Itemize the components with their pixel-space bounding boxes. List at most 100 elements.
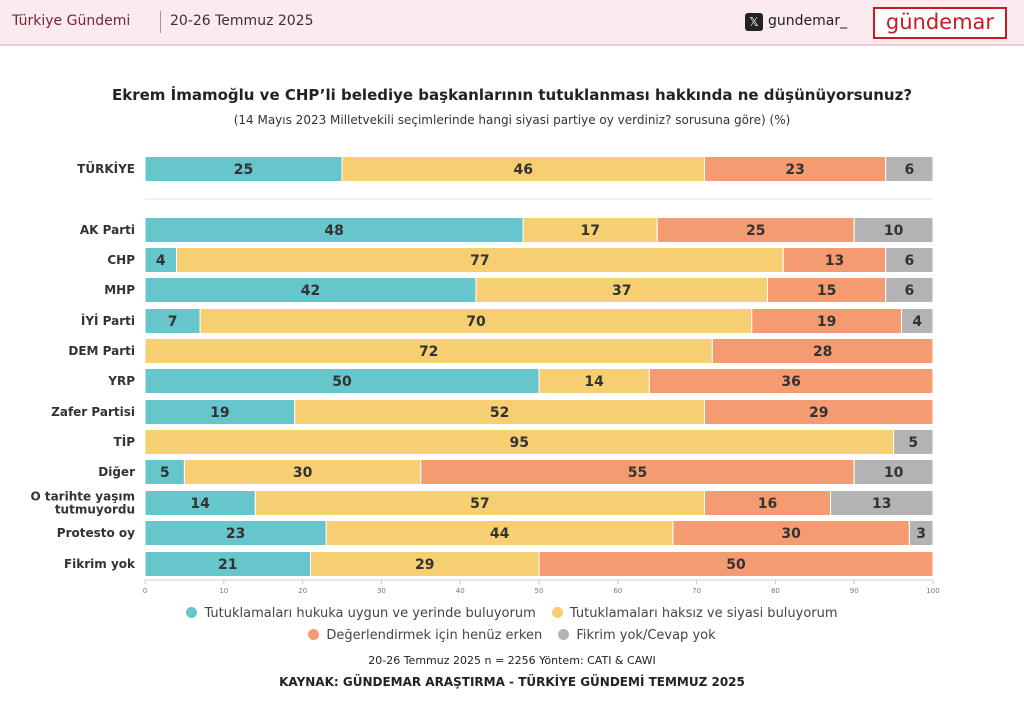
legend-label: Fikrim yok/Cevap yok [576,628,716,643]
bar-segment [703,399,934,425]
data-label: 10 [884,465,904,481]
bar-segment [656,217,855,243]
data-label: 13 [825,253,844,269]
data-label: 55 [628,465,647,481]
x-tick-label: 80 [771,587,780,595]
data-label: 29 [809,405,828,421]
data-label: 70 [466,314,486,330]
data-label: 4 [156,253,166,269]
data-label: 7 [168,314,178,330]
bar-segment [751,308,902,334]
legend-row-1: Tutuklamaları hukuka uygun ve yerinde bu… [0,606,1024,621]
data-label: 23 [785,162,804,178]
bar-segment [144,399,296,425]
bar-segment [309,551,540,577]
bar-segment [144,247,178,273]
legend-dot-icon [558,629,570,640]
chart-subtitle: (14 Mayıs 2023 Milletvekili seçimlerinde… [233,113,791,127]
bar-segment [144,520,327,546]
data-label: 57 [470,496,489,512]
bar-segment [144,217,524,243]
category-label: Diğer [98,465,135,479]
data-label: 6 [904,253,914,269]
bar-segment [900,308,934,334]
data-label: 48 [324,223,343,239]
category-label: TÜRKİYE [77,161,135,176]
bar-segment [144,277,477,303]
category-label: AK Parti [80,223,135,237]
x-tick-label: 60 [613,587,622,595]
data-label: 77 [470,253,489,269]
data-label: 19 [817,314,836,330]
bar-segment [893,429,934,455]
bar-segment [853,217,934,243]
bar-segment [144,551,311,577]
chart-title: Ekrem İmamoğlu ve CHP’li belediye başkan… [111,86,913,104]
category-label: tutmuyordu [55,503,135,517]
data-label: 50 [332,374,352,390]
bar-segment [672,520,910,546]
bar-segment [144,490,256,516]
bar-segment [538,368,650,394]
social-handle[interactable]: gundemar_ [768,13,848,29]
data-label: 30 [781,526,801,542]
x-tick-label: 10 [219,587,228,595]
legend-item: Fikrim yok/Cevap yok [558,628,716,643]
data-label: 3 [916,526,926,542]
date-range: 20-26 Temmuz 2025 [170,13,314,29]
data-label: 37 [612,283,631,299]
data-label: 19 [210,405,229,421]
bar-segment [183,459,422,485]
brand-label: Türkiye Gündemi [12,13,131,29]
x-tick-label: 30 [377,587,386,595]
x-logo-icon[interactable]: 𝕏 [745,13,763,31]
bar-segment [325,520,674,546]
bar-segment [885,247,934,273]
data-label: 52 [490,405,509,421]
legend-item: Değerlendirmek için henüz erken [308,628,542,643]
bar-segment [830,490,934,516]
data-label: 13 [872,496,891,512]
data-label: 14 [584,374,604,390]
category-label: MHP [104,283,135,297]
x-tick-label: 50 [535,587,544,595]
data-label: 72 [419,344,438,360]
bar-segment [475,277,769,303]
bar-segment [853,459,934,485]
data-label: 29 [415,557,434,573]
data-label: 30 [293,465,313,481]
x-tick-label: 90 [850,587,859,595]
header-bar: Türkiye Gündemi 20-26 Temmuz 2025 𝕏 gund… [0,0,1024,46]
bar-segment [648,368,934,394]
legend-dot-icon [551,607,563,618]
bar-segment [144,368,540,394]
data-label: 95 [510,435,529,451]
data-label: 36 [781,374,800,390]
data-label: 6 [904,162,914,178]
legend-row-2: Değerlendirmek için henüz erken Fikrim y… [0,628,1024,643]
data-label: 16 [758,496,777,512]
category-label: TİP [114,434,136,449]
data-label: 17 [580,223,599,239]
data-label: 25 [746,223,765,239]
legend-label: Tutuklamaları haksız ve siyasi buluyorum [569,606,838,621]
legend-item: Tutuklamaları hukuka uygun ve yerinde bu… [186,606,536,621]
category-label: O tarihte yaşım [30,490,135,504]
bar-segment [538,551,934,577]
legend-label: Tutuklamaları hukuka uygun ve yerinde bu… [204,606,536,621]
data-label: 5 [160,465,170,481]
x-tick-label: 0 [143,587,147,595]
data-label: 4 [912,314,922,330]
data-label: 23 [226,526,245,542]
bar-segment [908,520,934,546]
data-label: 5 [908,435,918,451]
bar-segment [703,156,887,182]
category-label: Zafer Partisi [51,405,135,419]
category-label: Fikrim yok [64,557,136,571]
data-label: 14 [190,496,210,512]
x-tick-label: 40 [456,587,465,595]
data-label: 42 [301,283,320,299]
data-label: 15 [817,283,836,299]
header-divider [160,11,161,33]
data-label: 25 [234,162,253,178]
